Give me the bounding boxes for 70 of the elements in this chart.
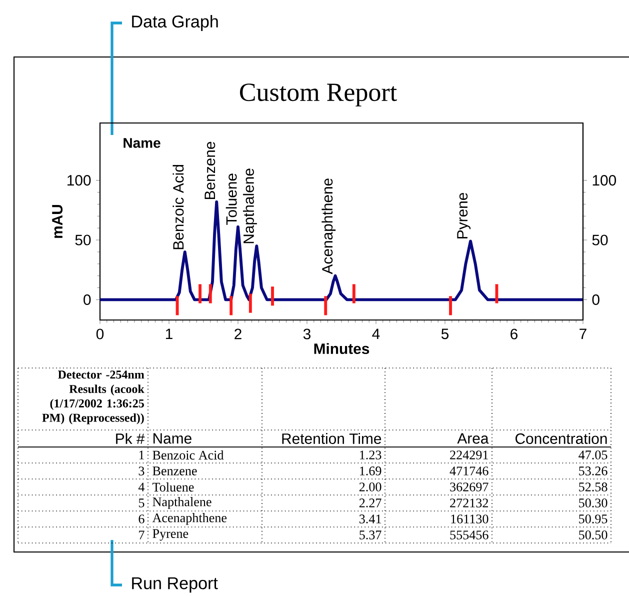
text: 53.26 [579,466,608,476]
text: 52.58 [579,482,608,492]
text: 3.41 [359,514,381,524]
text: 555456 [450,530,488,540]
text: 2.00 [359,482,382,492]
x-axis-title: Minutes [314,343,370,354]
annotation: Napthalene [243,168,257,244]
text: Run Report [132,577,218,593]
text: Pyrene [152,529,188,541]
chart-title: Custom Report [240,84,397,106]
x-tick-label: 1 [166,328,172,339]
text: 272132 [450,498,488,508]
text: Napthalene [152,497,212,509]
text: 2.27 [359,498,382,508]
annotation: Pyrene [457,192,471,238]
text: Acenaphthene [152,513,227,525]
y2-tick-label: 100 [592,175,616,186]
x-tick-label: 2 [234,328,242,340]
y-tick-label: 100 [68,175,91,186]
text: 3 [138,466,144,476]
text: 161130 [451,514,488,524]
text: 50.95 [579,514,608,524]
annotation: Acenaphthene [322,178,336,274]
text: Retention Time [282,433,382,444]
text: 50.30 [579,498,608,508]
y-tick-label: 50 [75,234,91,246]
x-tick-label: 0 [96,328,104,340]
text: Name [154,433,192,444]
annotation: Name [124,138,160,148]
y-axis-title: mAU [52,204,63,238]
text: Benzoic Acid [152,450,224,460]
bar [271,286,274,306]
bar [208,284,212,304]
text: 1 [139,450,144,460]
text: 5 [138,498,144,508]
text: 1.23 [360,450,382,460]
text: Benzene [152,466,197,476]
text: Concentration [516,433,607,444]
bar [324,296,328,316]
x-tick-label: 6 [510,328,518,340]
x-tick-label: 7 [580,328,586,339]
x-tick-label: 5 [441,328,449,340]
text: 47.05 [578,450,608,460]
text: Area [457,433,489,444]
text: 50.50 [579,530,608,540]
text: Toluene [152,482,194,492]
text: 7 [139,530,144,540]
y-tick-label: 0 [84,294,91,305]
annotation: Benzene [204,142,216,199]
text: 224291 [450,450,488,460]
text: 6 [138,514,144,524]
bar [449,296,452,316]
annotation: Toluene [226,174,237,225]
bar [352,284,356,304]
text: 1.69 [360,466,382,476]
text: Pk # [116,433,145,444]
bar [248,294,252,313]
annotation: Benzoic Acid [172,165,184,250]
text: 4 [138,482,145,492]
y2-tick-label: 0 [592,294,600,305]
x-tick-label: 3 [303,328,310,340]
text: 362697 [450,482,488,492]
x-tick-label: 4 [372,328,380,339]
text: Data Graph [132,15,218,31]
text: Detector -254nm Results (acook (1/17/2002 1:36:25 PM) (Reprocessed)) [42,370,144,424]
text: 471746 [450,466,488,476]
bar [198,284,202,304]
y2-tick-label: 50 [592,234,608,246]
bar [230,296,233,316]
text: 5.37 [360,530,382,540]
